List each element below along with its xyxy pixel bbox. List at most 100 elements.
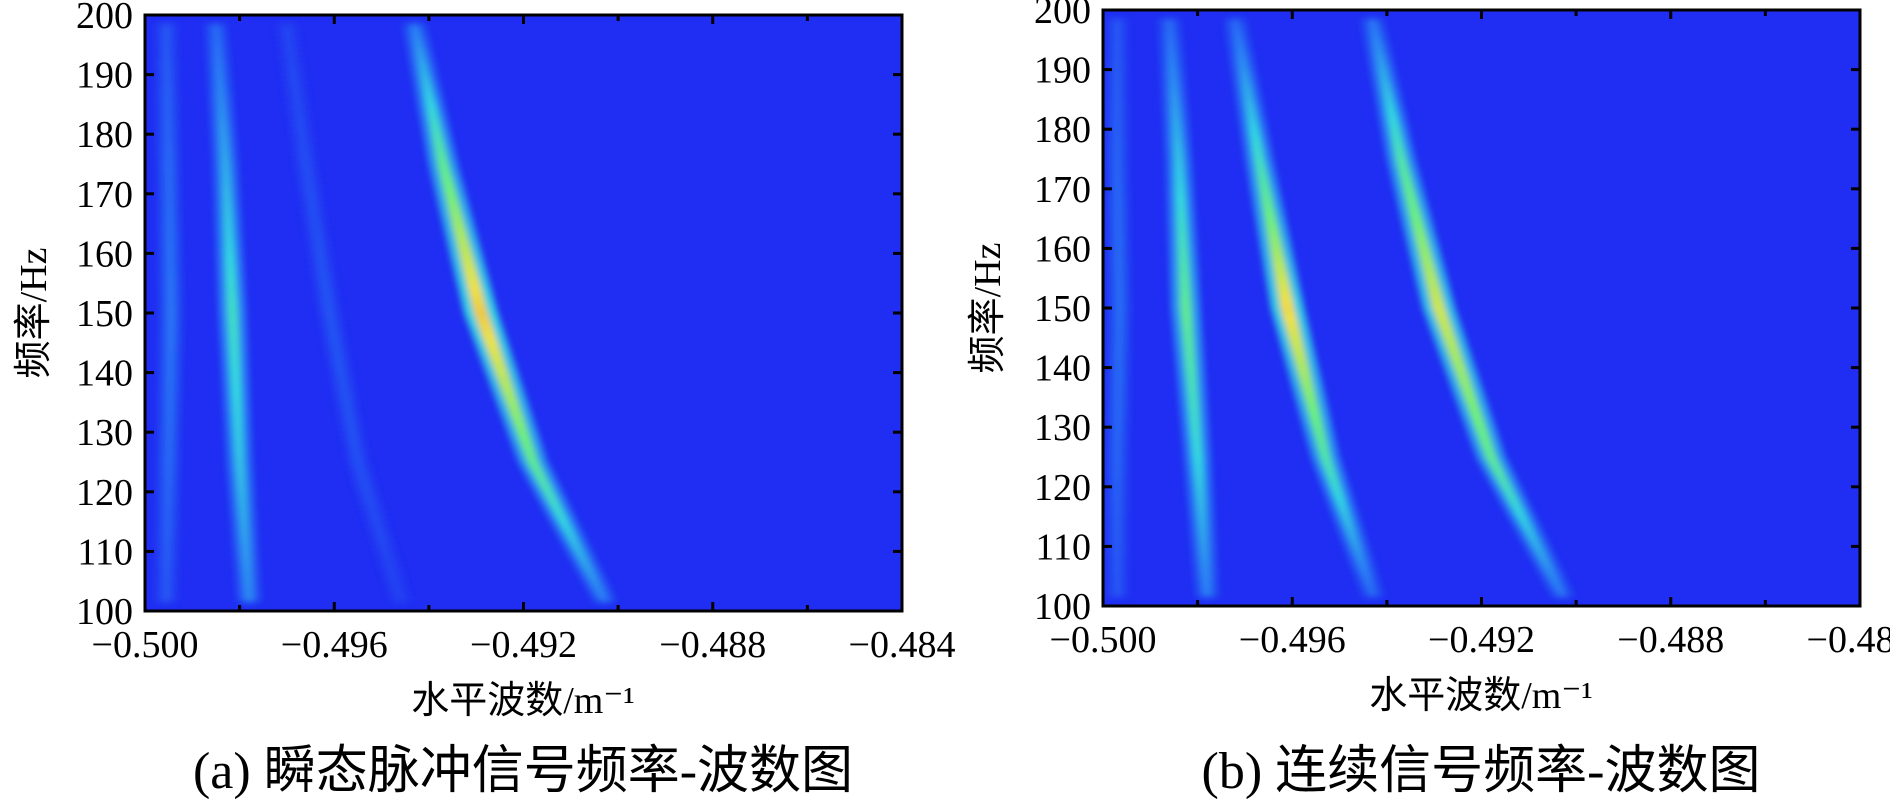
panel-b-ridge-core-cell [1272, 258, 1286, 266]
panel-a-ridge-core-cell [374, 527, 384, 534]
panel-b-ridge-core-cell [1168, 75, 1178, 83]
panel-a-ridge-core-cell [438, 166, 451, 174]
panel-a-ridge-core-cell [321, 286, 331, 294]
panel-b-ridge-core-cell [1202, 590, 1212, 598]
panel-b-ridge-core-cell [1292, 350, 1306, 358]
panel-b-ridge-core-cell [1178, 264, 1190, 272]
panel-b-ridge-core-cell [1112, 493, 1122, 501]
panel-a-ridge-core-cell [572, 544, 583, 551]
panel-a-ridge-core-cell [428, 115, 440, 122]
panel-b-x-ticks: −0.500 −0.496 −0.492 −0.488 −0.484 [1050, 10, 1890, 661]
panel-a-ridge-core-cell [421, 80, 432, 88]
panel-b-y-tick-label: 110 [1035, 526, 1091, 568]
panel-a-ridge-core-cell [367, 504, 377, 511]
panel-b-y-tick-label: 200 [1034, 0, 1091, 32]
panel-b-ridge-core-cell [1113, 401, 1123, 409]
panel-a-ridge-core-cell [443, 183, 455, 191]
panel-a-ridge-core-cell [382, 550, 391, 557]
panel-a-ridge-core-cell [165, 235, 175, 242]
panel-b-ridge-core-cell [1524, 527, 1535, 535]
panel-a-ridge-core-cell [551, 504, 562, 511]
panel-b-ridge-core-cell [1394, 150, 1406, 157]
panel-b-ridge-core-cell [1425, 276, 1438, 283]
panel-a-ridge-core-cell [229, 366, 241, 374]
panel-a-ridge-core-cell [166, 321, 176, 328]
panel-a-ridge-core-cell [212, 35, 222, 42]
panel-b-ridge-core-cell [1500, 482, 1512, 489]
panel-b-ridge-core-cell [1179, 293, 1191, 300]
panel-a-ridge-core-cell [380, 544, 389, 551]
panel-b-ridge-core-cell [1202, 585, 1212, 592]
panel-a-ridge-core-cell [163, 487, 173, 494]
panel-b-ridge-core-cell [1114, 327, 1124, 335]
panel-a-ridge-core-cell [332, 349, 342, 357]
panel-a-ridge-core-cell [232, 418, 243, 425]
panel-a-ridge-core-cell [163, 498, 173, 506]
panel-a-ridge-core-cell [469, 292, 484, 300]
panel-a-ridge-core-cell [471, 298, 485, 305]
panel-b-ridge-core-cell [1527, 533, 1538, 541]
panel-a-ridge-core-cell [344, 412, 354, 420]
panel-a-ridge-core-cell [330, 338, 340, 345]
panel-b-ridge-core-cell [1242, 87, 1253, 94]
panel-a-ridge-core-cell [225, 281, 237, 288]
panel-a-ridge-core-cell [518, 435, 531, 443]
panel-b-ridge-core-cell [1114, 321, 1124, 329]
panel-a-ridge-core-cell [498, 378, 512, 385]
panel-a-ridge-core-cell [295, 115, 304, 122]
panel-a-ridge-core-cell [166, 332, 176, 340]
panel-a-ridge-core-cell [240, 538, 251, 546]
panel-a-ridge-core-cell [533, 469, 545, 477]
panel-a-ridge-core-cell [224, 258, 236, 265]
panel-b-ridge-core-cell [1262, 201, 1274, 209]
panel-a-ridge-core-cell [599, 595, 609, 603]
panel-b-ridge-core-cell [1267, 230, 1280, 237]
panel-b-ridge-core-cell [1347, 533, 1358, 541]
panel-b-ridge-core-cell [1112, 470, 1122, 478]
panel-a-ridge-core-cell [165, 378, 175, 385]
panel-a-ridge-core-cell [383, 555, 393, 563]
panel-b-ridge-core-cell [1253, 155, 1265, 163]
panel-b-ridge-core-cell [1412, 224, 1425, 232]
panel-b-ridge-core-cell [1368, 590, 1378, 598]
panel-b-ridge-core-cell [1112, 516, 1122, 523]
panel-a-ridge-core-cell [313, 235, 322, 242]
panel-a-ridge-core-cell [166, 338, 176, 345]
panel-a-ridge-core-cell [162, 578, 171, 586]
panel-a-ridge-core-cell [162, 35, 171, 42]
panel-a-ridge-core-cell [234, 452, 245, 460]
panel-b-ridge-core-cell [1530, 539, 1541, 546]
panel-b-ridge-core-cell [1114, 316, 1124, 323]
panel-b-ridge-core-cell [1230, 18, 1240, 26]
panel-b-ridge-core-cell [1503, 487, 1515, 495]
panel-a-ridge-core-cell [164, 201, 174, 208]
panel-a-ridge-core-cell [220, 155, 230, 162]
panel-a-ridge-core-cell [291, 86, 300, 94]
panel-a-ridge-core-cell [238, 509, 249, 517]
panel-b-ridge-core-cell [1189, 419, 1201, 426]
panel-b-ridge-core-cell [1491, 464, 1503, 472]
panel-a-ridge-core-cell [345, 418, 355, 425]
panel-a-ridge-core-cell [214, 63, 224, 71]
panel-b-caption: (b) 连续信号频率-波数图 [1202, 743, 1761, 800]
panel-a-ridge-core-cell [318, 269, 328, 277]
panel-a-ridge-core-cell [162, 567, 172, 574]
panel-b-ridge-core-cell [1268, 236, 1281, 243]
panel-b-ridge-core-cell [1112, 138, 1122, 146]
panel-a-ridge-core-cell [234, 458, 245, 466]
panel-b-ridge-core-cell [1201, 573, 1211, 581]
panel-a-ridge-core-cell [389, 572, 398, 580]
panel-a-ridge-core-cell [162, 75, 172, 82]
panel-b-ridge-core-cell [1238, 64, 1249, 71]
panel-b-ridge-core-cell [1112, 64, 1122, 71]
panel-a-ridge-core-cell [387, 567, 396, 574]
panel-a-ridge-core-cell [418, 63, 428, 71]
panel-a-ridge-core-cell [163, 515, 173, 523]
panel-b-ridge-core-cell [1113, 436, 1122, 443]
panel-a-ridge-core-cell [165, 263, 175, 271]
panel-b-ridge-core-cell [1254, 161, 1266, 169]
panel-a-ridge-core-cell [448, 206, 461, 214]
panel-a-ridge-core-cell [410, 23, 420, 31]
panel-b-ridge-core-cell [1426, 281, 1440, 289]
panel-b-ridge-core-cell [1405, 196, 1418, 203]
